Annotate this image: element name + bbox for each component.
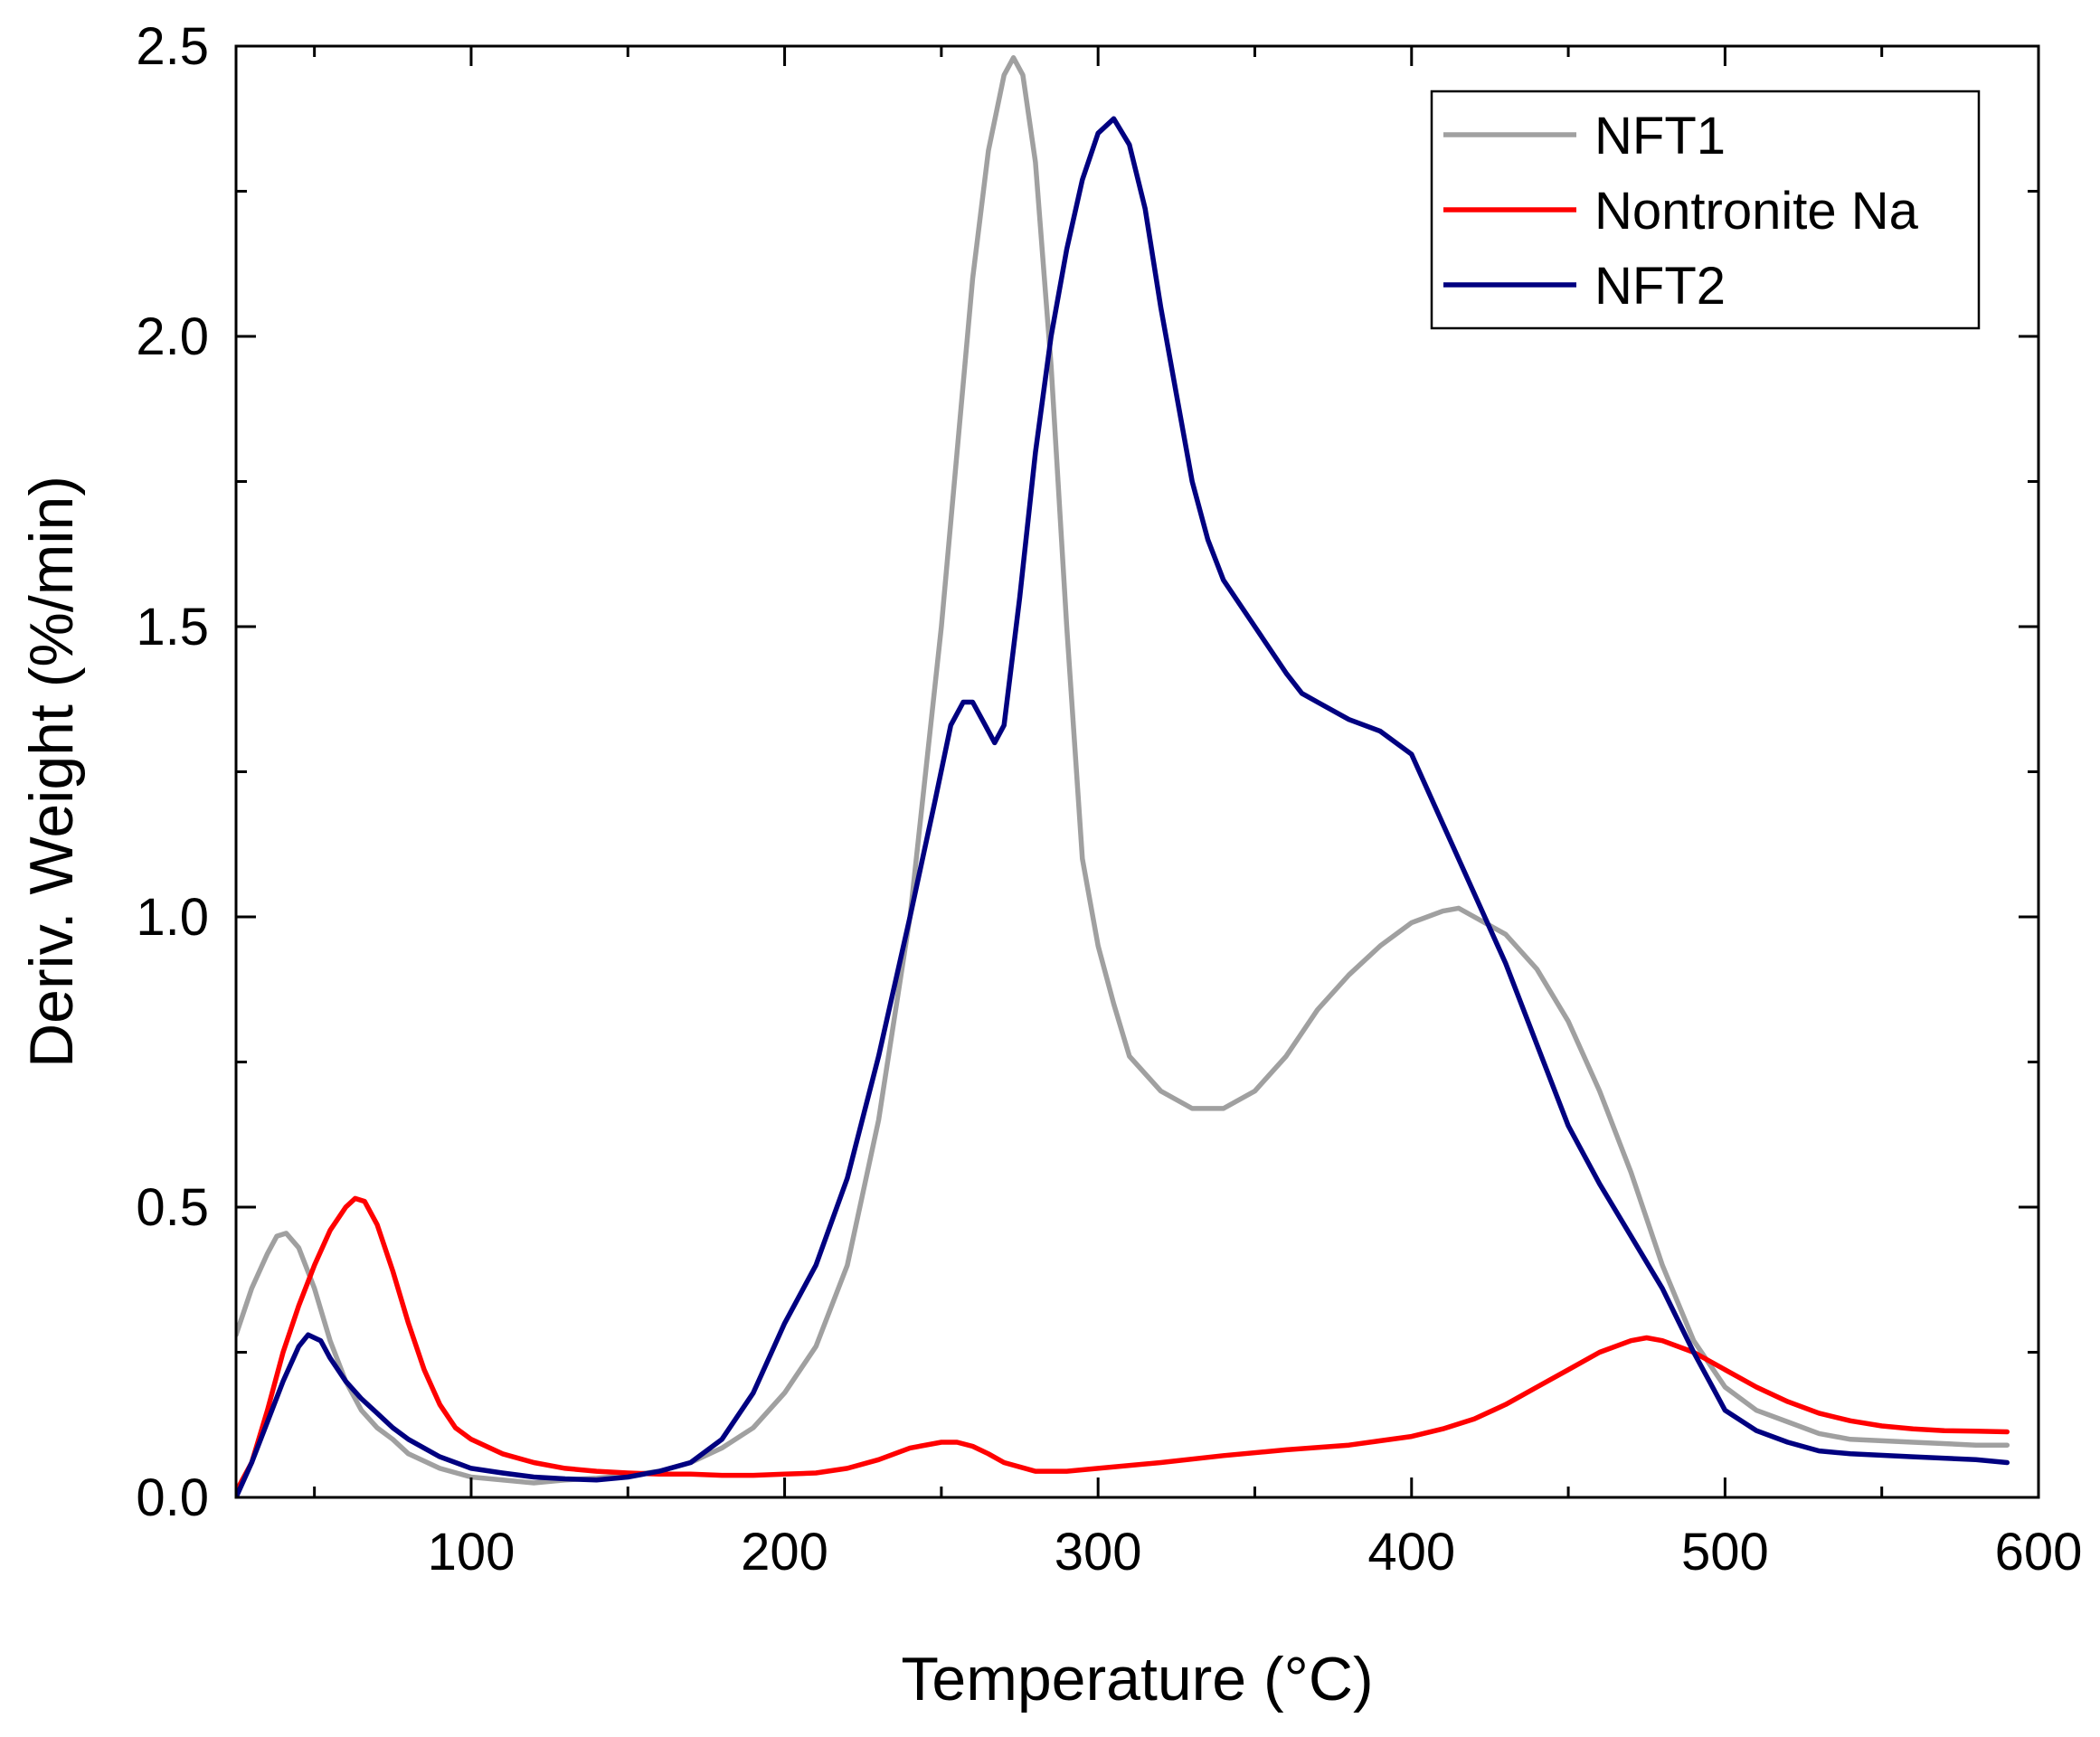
y-tick-label: 1.5 — [136, 598, 209, 656]
x-tick-label: 100 — [428, 1523, 516, 1581]
series-layer — [236, 55, 2010, 1497]
x-tick-label: 200 — [741, 1523, 828, 1581]
y-tick-label: 2.5 — [136, 17, 209, 76]
y-tick-label: 1.0 — [136, 888, 209, 947]
series-line-nontronite-na — [236, 1195, 2010, 1495]
x-tick-label: 400 — [1367, 1523, 1455, 1581]
series-line-nft2 — [236, 116, 2010, 1497]
legend-label: NFT1 — [1594, 107, 1726, 165]
x-tick-label: 500 — [1681, 1523, 1769, 1581]
x-tick-label: 300 — [1055, 1523, 1142, 1581]
y-tick-label: 2.0 — [136, 307, 209, 366]
legend-label: NFT2 — [1594, 257, 1726, 316]
series-line-nft1 — [236, 55, 2010, 1486]
legend-label: Nontronite Na — [1594, 182, 1919, 241]
y-axis: 0.0 0.5 1.0 1.5 2.0 2.5 — [136, 17, 2039, 1527]
y-tick-label: 0.0 — [136, 1468, 209, 1527]
x-axis-label: Temperature (°C) — [901, 1645, 1373, 1713]
y-tick-label: 0.5 — [136, 1178, 209, 1237]
legend: NFT1 Nontronite Na NFT2 — [1430, 90, 1981, 330]
x-tick-label: 600 — [1995, 1523, 2083, 1581]
y-axis-label: Deriv. Weight (%/min) — [17, 476, 86, 1068]
x-axis: 100 200 300 400 500 600 — [313, 46, 2083, 1581]
